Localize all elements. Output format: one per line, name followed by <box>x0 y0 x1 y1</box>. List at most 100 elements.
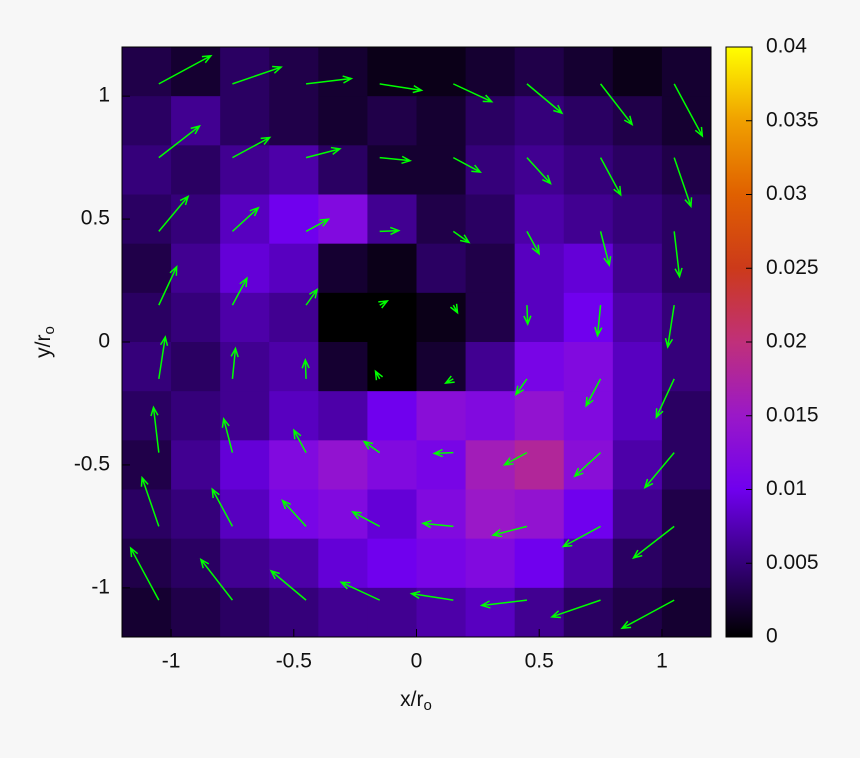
heatmap-cell <box>220 145 270 195</box>
heatmap-cell <box>171 145 221 195</box>
heatmap-cell <box>122 489 172 540</box>
heatmap-cell <box>612 489 663 540</box>
heatmap-cell <box>514 391 565 441</box>
heatmap-cell <box>171 440 221 490</box>
vector-arrow <box>232 65 283 85</box>
heatmap-cell <box>220 489 270 540</box>
heatmap-cell <box>465 243 516 294</box>
heatmap-cell <box>318 145 368 195</box>
heatmap-cell <box>563 96 614 146</box>
heatmap-cell <box>220 243 270 294</box>
heatmap-cell <box>318 292 368 343</box>
heatmap-cell <box>661 96 712 146</box>
vector-arrow <box>561 525 601 548</box>
y-tick-label: -0.5 <box>74 452 110 475</box>
vector-arrow <box>351 511 381 528</box>
heatmap-cell <box>318 96 368 146</box>
heatmap-cell <box>122 587 172 638</box>
colorbar-tick-label: 0.025 <box>766 256 819 279</box>
heatmap-cell <box>269 145 319 195</box>
colorbar-tick-label: 0.03 <box>766 182 807 205</box>
x-tick-label: -1 <box>162 650 181 673</box>
heatmap-cell <box>318 587 368 638</box>
heatmap-cell <box>563 243 614 294</box>
heatmap-cell <box>465 96 516 146</box>
colorbar-tick-label: 0.005 <box>766 551 819 574</box>
heatmap-cell <box>171 391 221 441</box>
vector-arrow <box>573 452 602 478</box>
heatmap-cell <box>318 47 368 97</box>
heatmap-cell <box>661 538 712 589</box>
vector-arrow <box>673 231 683 279</box>
vector-arrow <box>526 157 552 185</box>
heatmap-cell <box>416 489 467 540</box>
heatmap-cell <box>367 489 417 540</box>
heatmap-cell <box>465 145 516 195</box>
vector-arrow <box>301 357 310 379</box>
vector-arrow <box>514 378 528 397</box>
heatmap-cell <box>367 96 417 146</box>
heatmap-cell <box>416 391 467 441</box>
y-axis-label-main: y/r <box>32 335 55 358</box>
y-tick-label: 0 <box>98 330 110 353</box>
vector-arrow <box>231 206 260 232</box>
heatmap-cell <box>514 145 565 195</box>
y-tick-label: 0.5 <box>81 207 110 230</box>
heatmap-cell <box>563 47 614 97</box>
vector-arrow <box>158 335 169 379</box>
vector-arrow <box>491 525 528 538</box>
heatmap-cell <box>367 292 417 343</box>
vector-arrow <box>199 557 234 601</box>
x-tick-label: 1 <box>656 650 668 673</box>
heatmap-cell <box>465 342 516 392</box>
heatmap-cell <box>171 194 221 245</box>
vector-arrow <box>158 54 213 85</box>
heatmap-cell <box>171 292 221 343</box>
heatmap-cell <box>514 96 565 146</box>
x-axis-label: x/ro <box>400 688 432 714</box>
heatmap-cell <box>563 194 614 245</box>
heatmap-cell <box>563 587 614 638</box>
vector-arrow <box>158 124 201 159</box>
vector-arrow <box>379 83 424 94</box>
heatmap-cell <box>269 243 319 294</box>
heatmap-cell <box>465 538 516 589</box>
vector-arrow <box>599 83 634 127</box>
heatmap-cell <box>318 391 368 441</box>
heatmap-cell <box>661 440 712 490</box>
vector-arrow <box>362 440 381 454</box>
heatmap-cell <box>220 587 270 638</box>
heatmap-cell <box>416 342 467 392</box>
heatmap-cell <box>661 342 712 392</box>
heatmap-cell <box>416 96 467 146</box>
vector-arrow <box>221 416 234 453</box>
heatmap-cell <box>612 391 663 441</box>
heatmap-cell <box>122 440 172 490</box>
vector-arrow <box>585 378 602 408</box>
colorbar-tick-label: 0.035 <box>766 108 819 131</box>
heatmap-cell <box>122 96 172 146</box>
heatmap-cell <box>220 342 270 392</box>
heatmap-cell <box>563 145 614 195</box>
axes: -1 -0.5 0 0.5 1 -1 -0.5 0 0.5 1 0 0.005 0.01 0.015 0.0… <box>74 35 819 673</box>
heatmap-cell <box>318 243 368 294</box>
vector-arrow <box>232 136 272 159</box>
heatmap-cell <box>612 538 663 589</box>
x-axis-label-subscript: o <box>423 697 431 714</box>
vector-arrow <box>305 75 354 85</box>
heatmap-cell <box>122 243 172 294</box>
heatmap-cell <box>318 538 368 589</box>
vector-arrow <box>231 276 248 306</box>
vector-arrow <box>444 375 455 384</box>
heatmap-cell <box>612 342 663 392</box>
colorbar-tick-label: 0.04 <box>766 35 807 58</box>
vector-arrow <box>449 303 459 315</box>
vector-arrow <box>479 599 528 609</box>
vector-arrow <box>374 369 384 381</box>
vector-arrow <box>292 428 307 453</box>
heatmap-cell <box>171 96 221 146</box>
heatmap-cell <box>269 292 319 343</box>
heatmap-cell <box>367 391 417 441</box>
heatmap-cell <box>612 243 663 294</box>
heatmap-cell <box>122 342 172 392</box>
